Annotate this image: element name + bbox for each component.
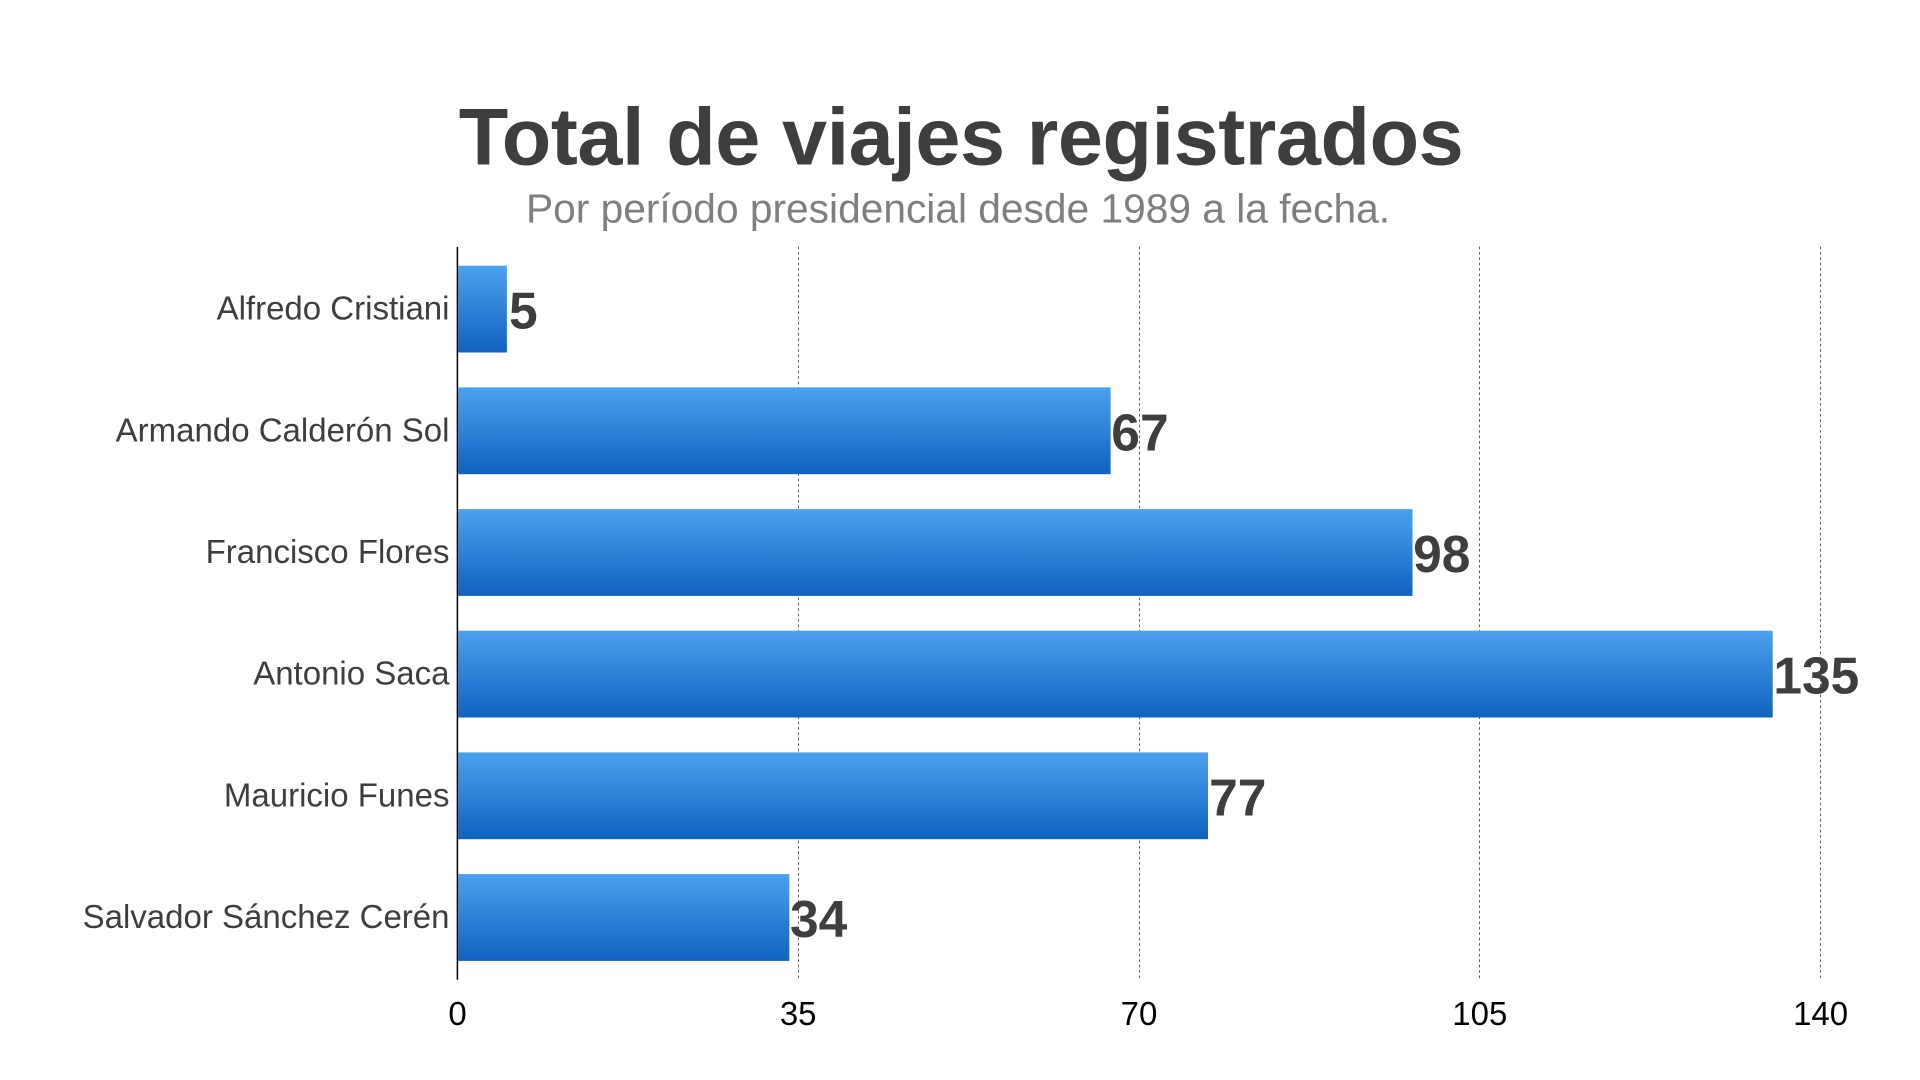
svg-text:34: 34 — [790, 890, 848, 948]
svg-text:0: 0 — [448, 995, 466, 1032]
svg-text:67: 67 — [1111, 403, 1168, 461]
svg-text:5: 5 — [509, 282, 538, 340]
svg-text:Francisco Flores: Francisco Flores — [206, 533, 450, 570]
svg-text:98: 98 — [1413, 525, 1470, 583]
svg-text:Alfredo Cristiani: Alfredo Cristiani — [217, 290, 450, 327]
svg-text:70: 70 — [1121, 995, 1158, 1032]
svg-text:Salvador Sánchez Cerén: Salvador Sánchez Cerén — [83, 898, 450, 935]
svg-text:77: 77 — [1209, 768, 1266, 826]
svg-text:Por período presidencial desde: Por período presidencial desde 1989 a la… — [526, 186, 1390, 232]
svg-text:Armando Calderón Sol: Armando Calderón Sol — [116, 411, 450, 448]
svg-text:135: 135 — [1773, 647, 1859, 705]
svg-text:140: 140 — [1793, 995, 1848, 1032]
svg-text:105: 105 — [1452, 995, 1507, 1032]
svg-text:Antonio Saca: Antonio Saca — [253, 655, 450, 692]
svg-text:35: 35 — [780, 995, 817, 1032]
svg-text:Total de viajes registrados: Total de viajes registrados — [459, 93, 1464, 183]
svg-text:Mauricio Funes: Mauricio Funes — [224, 776, 450, 813]
